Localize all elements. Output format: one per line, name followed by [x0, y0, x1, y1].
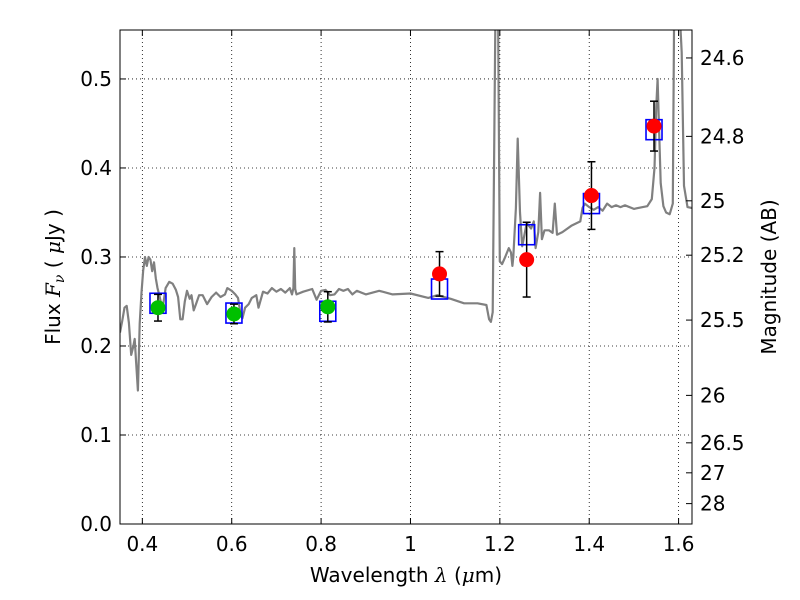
right-tick-labels: 24.6 24.8 25 25.2 25.5 26 26.5 27 28 — [700, 46, 745, 516]
observed-point — [646, 118, 662, 134]
observed-point — [226, 306, 242, 322]
y-axis-label: Flux Fν ( μJy ) — [41, 209, 68, 345]
observed-point — [583, 188, 599, 204]
right-tick-label: 25.5 — [700, 308, 745, 332]
plot-area — [120, 30, 692, 392]
x-tick-label: 0.8 — [305, 532, 337, 556]
right-tick-label: 25.2 — [700, 243, 745, 267]
plot-background — [120, 30, 692, 524]
right-tick-label: 26 — [700, 383, 725, 407]
observed-point — [150, 300, 166, 316]
observed-point — [320, 299, 336, 315]
y-tick-label: 0.2 — [80, 334, 112, 358]
right-axis-label: Magnitude (AB) — [757, 199, 781, 354]
x-tick-labels: 0.4 0.6 0.8 1 1.2 1.4 1.6 — [126, 532, 694, 556]
right-tick-label: 27 — [700, 461, 725, 485]
x-tick-label: 1.6 — [663, 532, 695, 556]
y-tick-labels: 0.0 0.1 0.2 0.3 0.4 0.5 — [80, 67, 112, 536]
y-tick-label: 0.4 — [80, 156, 112, 180]
plot-clipped — [120, 30, 692, 392]
right-tick-label: 28 — [700, 492, 725, 516]
right-tick-label: 25 — [700, 189, 725, 213]
y-tick-label: 0.0 — [80, 512, 112, 536]
x-tick-label: 0.4 — [126, 532, 158, 556]
x-tick-label: 1.2 — [484, 532, 516, 556]
y-tick-label: 0.3 — [80, 245, 112, 269]
x-tick-label: 0.6 — [216, 532, 248, 556]
x-tick-label: 1 — [404, 532, 417, 556]
observed-point — [432, 266, 448, 282]
plot-frame — [119, 29, 693, 525]
y-tick-label: 0.1 — [80, 423, 112, 447]
right-tick-label: 24.6 — [700, 46, 745, 70]
right-tick-label: 24.8 — [700, 124, 745, 148]
right-tick-label: 26.5 — [700, 431, 745, 455]
x-tick-label: 1.4 — [573, 532, 605, 556]
ticks — [120, 30, 692, 525]
x-axis-label: Wavelength λ (μm) — [310, 563, 502, 587]
observed-point — [519, 252, 535, 268]
y-tick-label: 0.5 — [80, 67, 112, 91]
